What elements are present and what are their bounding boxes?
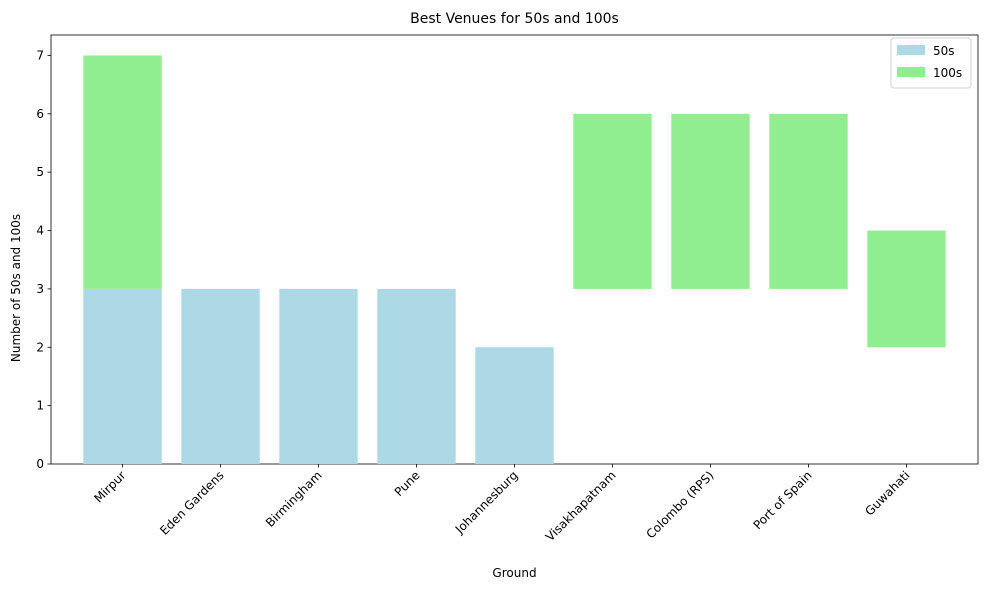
legend-swatch-50s [897, 45, 925, 55]
legend-label-50s: 50s [933, 44, 955, 58]
bar-100s-colombo-rps- [671, 113, 750, 289]
bar-50s-mirpur [83, 288, 162, 464]
legend: 50s 100s [890, 37, 972, 89]
y-tick-label: 4 [36, 224, 44, 238]
y-tick-label: 6 [36, 107, 44, 121]
y-tick-label: 7 [36, 48, 44, 62]
y-axis: 0 1 2 3 4 5 6 7 [36, 48, 51, 471]
bar-50s-eden-gardens [181, 288, 260, 464]
bar-50s-pune [377, 288, 456, 464]
y-axis-label: Number of 50s and 100s [9, 214, 23, 362]
chart-title: Best Venues for 50s and 100s [410, 11, 619, 27]
bar-50s-birmingham [279, 288, 358, 464]
bar-100s-visakhapatnam [573, 113, 652, 289]
y-tick-label: 0 [36, 457, 44, 471]
y-tick-label: 5 [36, 165, 44, 179]
legend-label-100s: 100s [933, 66, 962, 80]
legend-swatch-100s [897, 67, 925, 77]
bar-50s-johannesburg [475, 347, 554, 464]
y-tick-label: 1 [36, 399, 44, 413]
bar-100s-port-of-spain [769, 113, 848, 289]
bar-100s-guwahati [867, 230, 946, 348]
x-axis-label: Ground [492, 566, 536, 580]
y-tick-label: 3 [36, 282, 44, 296]
bars [83, 55, 946, 464]
bar-100s-mirpur [83, 55, 162, 289]
y-tick-label: 2 [36, 340, 44, 354]
